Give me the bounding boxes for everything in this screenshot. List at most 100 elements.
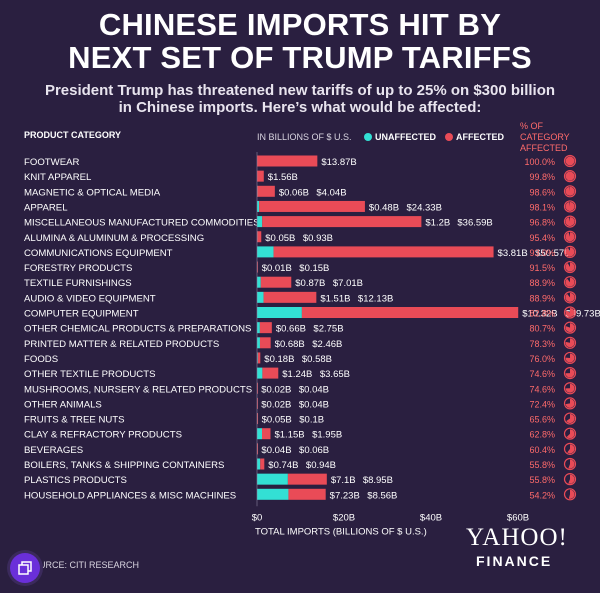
bar-affected bbox=[257, 185, 275, 197]
affected-value-label: $0.04B bbox=[299, 384, 329, 395]
pct-affected-label: 60.4% bbox=[529, 445, 555, 455]
pct-wedge bbox=[565, 323, 575, 333]
pct-affected-label: 96.8% bbox=[529, 218, 555, 228]
x-tick-label: $20B bbox=[333, 512, 355, 523]
bar-affected bbox=[260, 458, 265, 470]
screenshot-overlay-button[interactable] bbox=[10, 553, 40, 583]
pct-affected-label: 80.7% bbox=[529, 324, 555, 334]
unaffected-value-label: $0.05B bbox=[265, 233, 295, 244]
pct-column-header: % OF CATEGORY AFFECTED bbox=[520, 121, 590, 154]
bar-unaffected bbox=[257, 473, 288, 485]
pct-affected-label: 98.6% bbox=[529, 187, 555, 197]
affected-value-label: $1.95B bbox=[312, 430, 342, 441]
pct-ring bbox=[563, 200, 577, 213]
bar-affected bbox=[259, 337, 271, 349]
bar-affected bbox=[287, 473, 327, 485]
pct-wedge bbox=[565, 262, 575, 272]
pct-affected-label: 62.8% bbox=[529, 430, 555, 440]
unaffected-value-label: $0.06B bbox=[279, 187, 309, 198]
bar-affected bbox=[260, 276, 292, 288]
pct-ring bbox=[563, 351, 577, 365]
affected-value-label: $0.94B bbox=[306, 460, 336, 471]
bar-unaffected bbox=[257, 367, 263, 379]
pct-ring bbox=[563, 154, 577, 168]
pct-wedge bbox=[565, 156, 575, 166]
pct-wedge bbox=[565, 383, 575, 393]
category-label: BEVERAGES bbox=[24, 445, 83, 456]
pct-wedge bbox=[565, 308, 575, 317]
affected-value-label: $13.87B bbox=[321, 157, 356, 168]
bar-affected bbox=[262, 367, 279, 379]
pct-affected-label: 88.9% bbox=[529, 278, 555, 288]
pct-ring bbox=[563, 336, 577, 349]
pct-wedge bbox=[565, 277, 575, 287]
affected-value-label: $0.15B bbox=[299, 263, 329, 274]
pct-ring bbox=[563, 276, 577, 289]
pct-header-line-2: AFFECTED bbox=[520, 143, 568, 153]
category-label: PRINTED MATTER & RELATED PRODUCTS bbox=[24, 339, 219, 350]
pct-ring bbox=[563, 488, 577, 501]
pct-affected-label: 55.8% bbox=[529, 460, 555, 470]
affected-value-label: $8.56B bbox=[367, 490, 397, 501]
unaffected-legend-label: UNAFFECTED bbox=[375, 132, 436, 142]
bar-affected bbox=[257, 413, 259, 425]
units-label: IN BILLIONS OF $ U.S. bbox=[257, 132, 352, 142]
pct-wedge bbox=[568, 459, 575, 469]
pct-ring bbox=[563, 260, 577, 274]
affected-value-label: $7.01B bbox=[333, 278, 363, 289]
bar-unaffected bbox=[257, 276, 261, 288]
bar-affected bbox=[259, 200, 365, 212]
subtitle-line-2: in Chinese imports. Here’s what would be… bbox=[118, 99, 482, 116]
subtitle-line-1: President Trump has threatened new tarif… bbox=[44, 82, 556, 99]
bar-affected bbox=[257, 382, 258, 394]
affected-value-label: $0.06B bbox=[299, 445, 329, 456]
unaffected-value-label: $1.2B bbox=[425, 218, 450, 229]
bar-unaffected bbox=[257, 200, 260, 212]
bar-affected bbox=[273, 246, 494, 258]
category-label: BOILERS, TANKS & SHIPPING CONTAINERS bbox=[24, 460, 224, 471]
unaffected-value-label: $0.04B bbox=[261, 445, 291, 456]
unaffected-value-label: $3.81B bbox=[498, 248, 528, 259]
pct-wedge bbox=[565, 398, 575, 408]
category-label: OTHER CHEMICAL PRODUCTS & PREPARATIONS bbox=[24, 324, 251, 335]
pct-affected-label: 65.6% bbox=[529, 415, 555, 425]
unaffected-value-label: $0.18B bbox=[264, 354, 294, 365]
pct-wedge bbox=[565, 353, 575, 363]
pct-affected-label: 98.1% bbox=[529, 202, 555, 212]
unaffected-value-label: $7.23B bbox=[330, 490, 360, 501]
affected-legend-swatch bbox=[445, 133, 453, 141]
unaffected-value-label: $1.51B bbox=[320, 293, 350, 304]
unaffected-value-label: $0.02B bbox=[261, 399, 291, 410]
bar-affected bbox=[301, 307, 519, 318]
category-label: APPAREL bbox=[24, 202, 68, 213]
bar-affected bbox=[288, 488, 326, 500]
category-label: FOODS bbox=[24, 354, 58, 365]
pct-wedge bbox=[565, 201, 575, 211]
bar-unaffected bbox=[257, 307, 302, 318]
pct-wedge bbox=[565, 186, 575, 196]
pct-ring bbox=[563, 291, 577, 304]
affected-value-label: $8.95B bbox=[363, 475, 393, 486]
pct-ring bbox=[563, 382, 577, 395]
pct-ring bbox=[563, 427, 577, 440]
category-label: KNIT APPAREL bbox=[24, 172, 92, 183]
pct-wedge bbox=[568, 489, 575, 499]
pct-ring bbox=[563, 412, 577, 425]
pct-affected-label: 72.4% bbox=[529, 399, 555, 409]
pct-ring bbox=[563, 215, 577, 228]
category-label: AUDIO & VIDEO EQUIPMENT bbox=[24, 293, 156, 304]
category-label: OTHER TEXTILE PRODUCTS bbox=[24, 369, 156, 380]
bar-unaffected bbox=[257, 337, 260, 349]
category-label: FOOTWEAR bbox=[24, 157, 79, 168]
source-note: SOURCE: CITI RESEARCH bbox=[26, 560, 140, 570]
pct-wedge bbox=[565, 292, 575, 302]
bar-unaffected bbox=[257, 458, 261, 470]
bar-unaffected bbox=[257, 352, 258, 364]
category-label: MAGNETIC & OPTICAL MEDIA bbox=[24, 187, 161, 198]
pct-ring bbox=[563, 185, 577, 198]
unaffected-value-label: $1.24B bbox=[282, 369, 312, 380]
bar-affected bbox=[257, 155, 318, 167]
pct-ring bbox=[563, 367, 577, 380]
pct-ring bbox=[563, 245, 577, 258]
